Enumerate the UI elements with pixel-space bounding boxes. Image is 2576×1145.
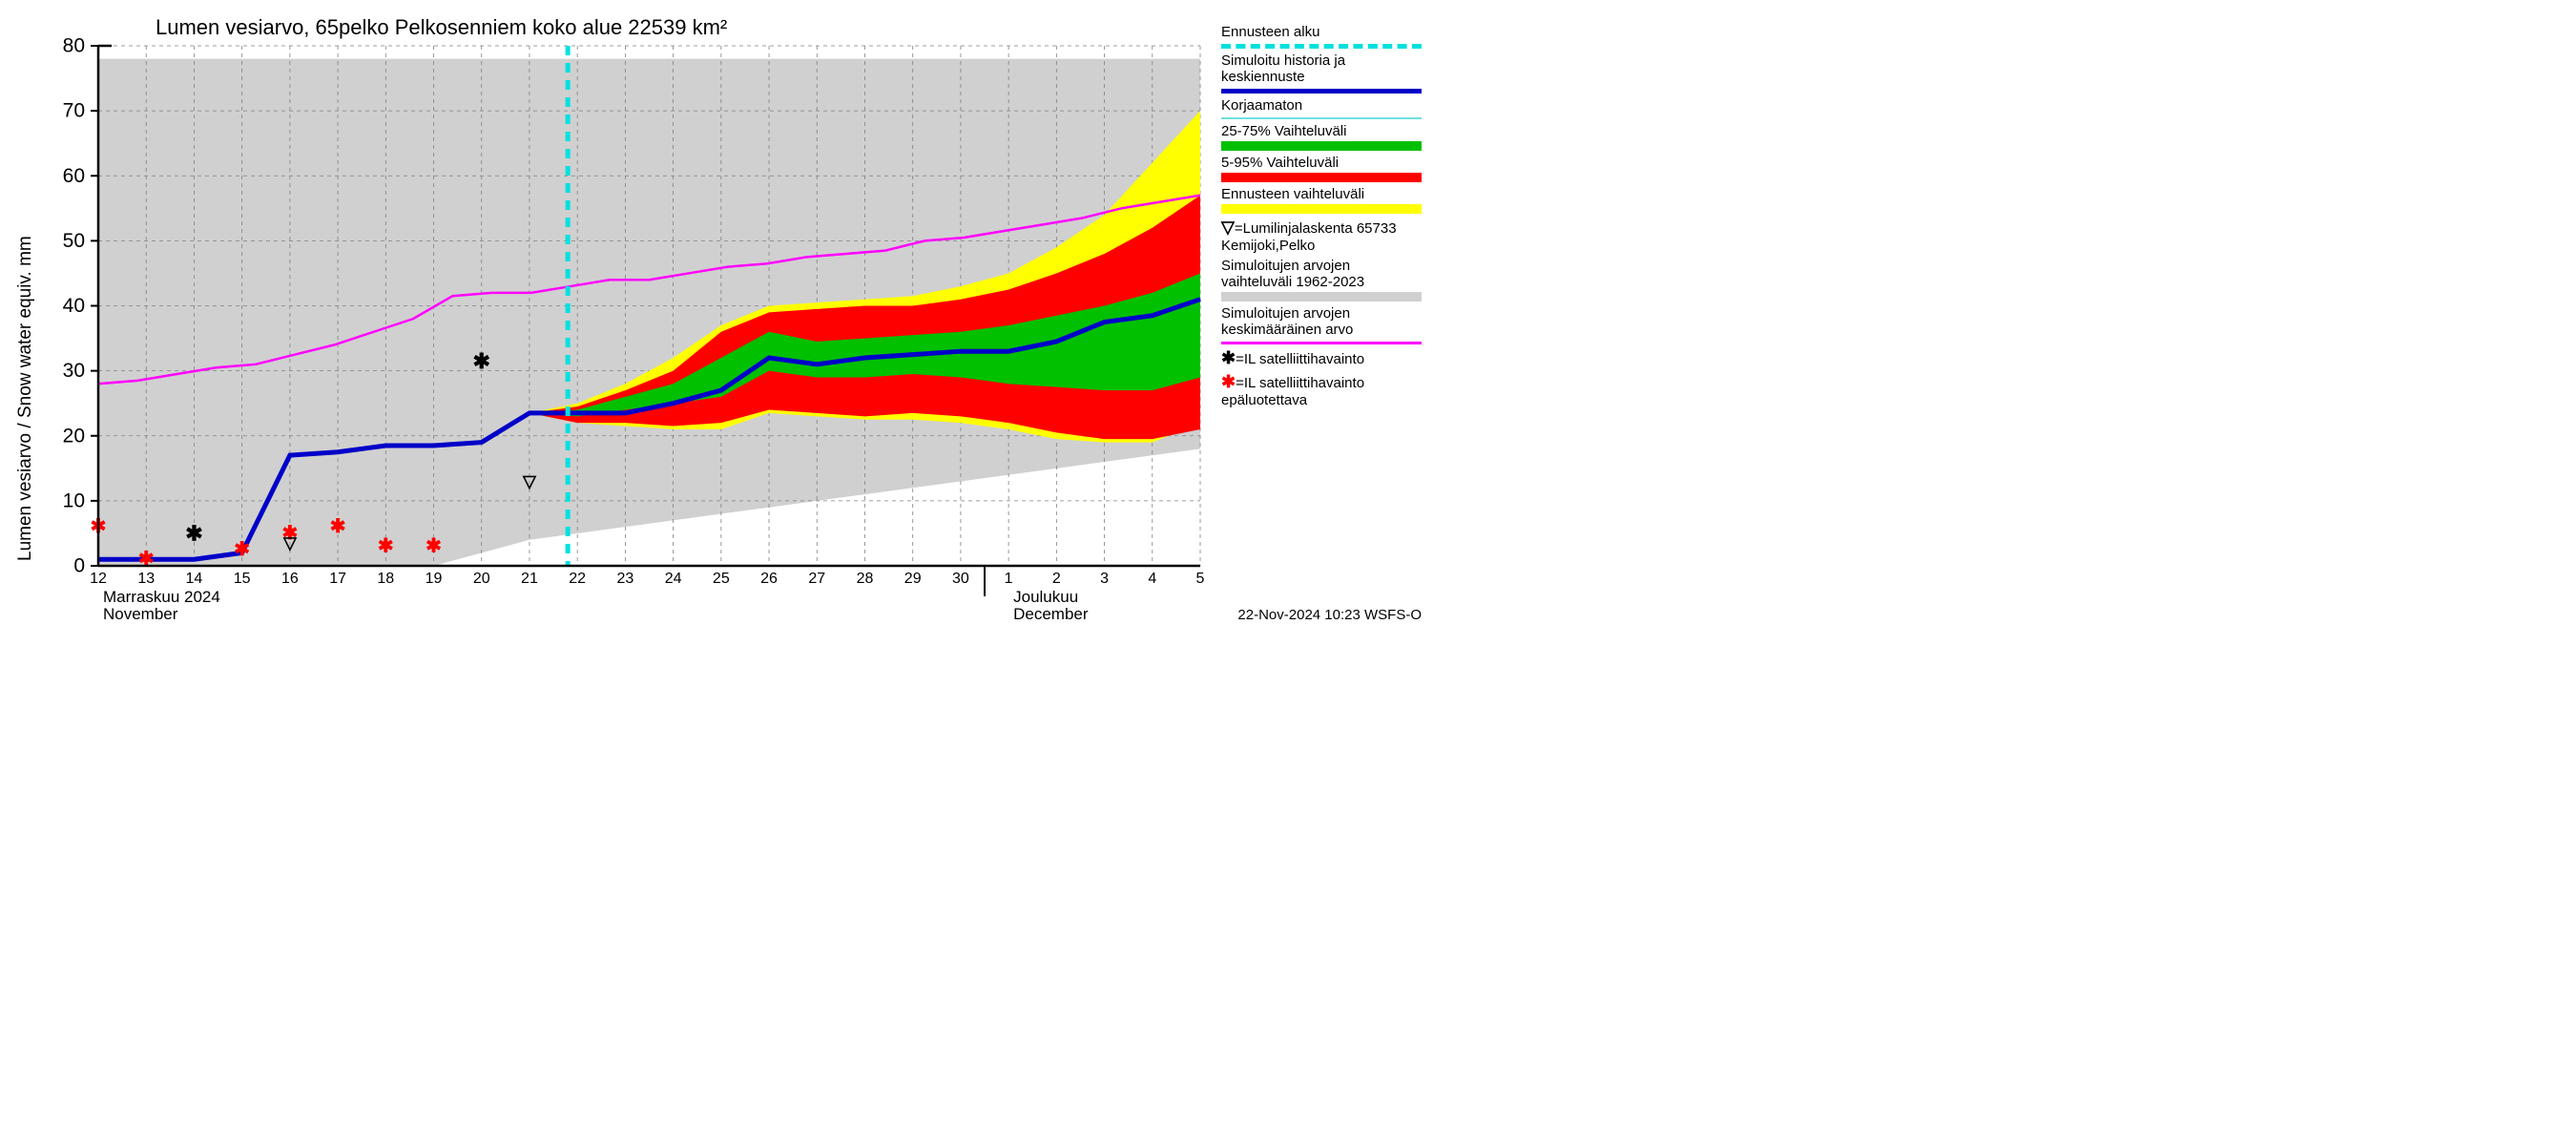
chart-container: ✱✱✱✱✱✱✱✱✱▽▽01020304050607080121314151617… (0, 0, 1431, 636)
svg-text:12: 12 (90, 571, 107, 587)
svg-text:✱: ✱ (185, 521, 202, 545)
svg-text:17: 17 (329, 571, 346, 587)
legend-item: Simuloitujen arvojen keskimääräinen arvo (1221, 305, 1422, 344)
svg-text:3: 3 (1100, 571, 1109, 587)
legend-item: 25-75% Vaihteluväli (1221, 123, 1422, 151)
legend-label: Simuloitujen arvojen keskimääräinen arvo (1221, 305, 1422, 338)
legend: Ennusteen alku Simuloitu historia ja kesk… (1221, 24, 1422, 412)
svg-text:20: 20 (473, 571, 490, 587)
svg-text:✱: ✱ (330, 516, 346, 537)
svg-text:✱: ✱ (473, 349, 490, 373)
svg-text:40: 40 (63, 295, 85, 317)
legend-item: 5-95% Vaihteluväli (1221, 155, 1422, 182)
svg-text:Joulukuu: Joulukuu (1013, 588, 1078, 606)
svg-text:13: 13 (137, 571, 155, 587)
legend-marker: ✱ (1221, 372, 1236, 391)
svg-text:30: 30 (952, 571, 969, 587)
legend-swatch (1221, 173, 1422, 182)
svg-text:16: 16 (281, 571, 299, 587)
svg-text:0: 0 (73, 555, 85, 577)
svg-text:50: 50 (63, 230, 85, 252)
legend-swatch (1221, 117, 1422, 119)
legend-swatch (1221, 204, 1422, 214)
svg-text:27: 27 (808, 571, 825, 587)
legend-item: ▽=Lumilinjalaskenta 65733 Kemijoki,Pelko (1221, 218, 1422, 254)
legend-label: Ennusteen vaihteluväli (1221, 186, 1422, 202)
footer-timestamp: 22-Nov-2024 10:23 WSFS-O (1237, 607, 1422, 623)
svg-text:80: 80 (63, 35, 85, 57)
svg-text:14: 14 (186, 571, 203, 587)
legend-marker: ✱ (1221, 348, 1236, 367)
legend-item: ✱=IL satelliittihavainto (1221, 348, 1422, 368)
svg-text:26: 26 (760, 571, 778, 587)
svg-text:Lumen vesiarvo / Snow water eq: Lumen vesiarvo / Snow water equiv. mm (15, 236, 35, 561)
legend-label: Simuloitu historia ja keskiennuste (1221, 52, 1422, 85)
legend-label: 25-75% Vaihteluväli (1221, 123, 1422, 139)
legend-swatch (1221, 89, 1422, 94)
svg-text:70: 70 (63, 100, 85, 122)
svg-text:2: 2 (1052, 571, 1061, 587)
legend-label: Korjaamaton (1221, 97, 1422, 114)
svg-text:5: 5 (1196, 571, 1205, 587)
svg-text:29: 29 (904, 571, 922, 587)
legend-marker: ▽ (1221, 218, 1235, 237)
legend-label: =IL satelliittihavainto (1236, 351, 1364, 367)
legend-item: Korjaamaton (1221, 97, 1422, 119)
svg-text:28: 28 (857, 571, 874, 587)
svg-text:20: 20 (63, 425, 85, 447)
svg-text:✱: ✱ (426, 536, 442, 557)
svg-text:▽: ▽ (522, 471, 537, 490)
svg-text:November: November (103, 605, 178, 623)
legend-item: ✱=IL satelliittihavainto epäluotettava (1221, 372, 1422, 408)
legend-item: Simuloitujen arvojen vaihteluväli 1962-2… (1221, 258, 1422, 302)
svg-text:December: December (1013, 605, 1089, 623)
svg-text:24: 24 (665, 571, 682, 587)
svg-text:30: 30 (63, 360, 85, 382)
legend-label: Ennusteen alku (1221, 24, 1422, 40)
legend-item: Simuloitu historia ja keskiennuste (1221, 52, 1422, 94)
svg-text:Marraskuu 2024: Marraskuu 2024 (103, 588, 220, 606)
legend-swatch (1221, 44, 1422, 49)
svg-text:✱: ✱ (378, 536, 394, 557)
legend-label: 5-95% Vaihteluväli (1221, 155, 1422, 171)
legend-swatch (1221, 141, 1422, 151)
svg-text:21: 21 (521, 571, 538, 587)
svg-text:25: 25 (713, 571, 730, 587)
svg-text:✱: ✱ (234, 539, 250, 560)
svg-text:10: 10 (63, 489, 85, 511)
legend-swatch (1221, 342, 1422, 344)
legend-label: =IL satelliittihavainto epäluotettava (1221, 375, 1364, 408)
svg-text:22: 22 (569, 571, 586, 587)
svg-text:▽: ▽ (282, 533, 298, 552)
svg-text:15: 15 (234, 571, 251, 587)
svg-text:23: 23 (616, 571, 634, 587)
legend-label: Simuloitujen arvojen vaihteluväli 1962-2… (1221, 258, 1422, 290)
legend-label: =Lumilinjalaskenta 65733 Kemijoki,Pelko (1221, 220, 1397, 254)
legend-item: Ennusteen vaihteluväli (1221, 186, 1422, 214)
svg-text:60: 60 (63, 165, 85, 187)
svg-text:19: 19 (426, 571, 443, 587)
chart-svg: ✱✱✱✱✱✱✱✱✱▽▽01020304050607080121314151617… (0, 0, 1431, 636)
svg-text:18: 18 (377, 571, 394, 587)
svg-text:1: 1 (1005, 571, 1013, 587)
svg-text:Lumen vesiarvo, 65pelko Pelkos: Lumen vesiarvo, 65pelko Pelkosenniem kok… (156, 15, 727, 39)
legend-item: Ennusteen alku (1221, 24, 1422, 49)
legend-swatch (1221, 292, 1422, 302)
svg-text:4: 4 (1148, 571, 1156, 587)
